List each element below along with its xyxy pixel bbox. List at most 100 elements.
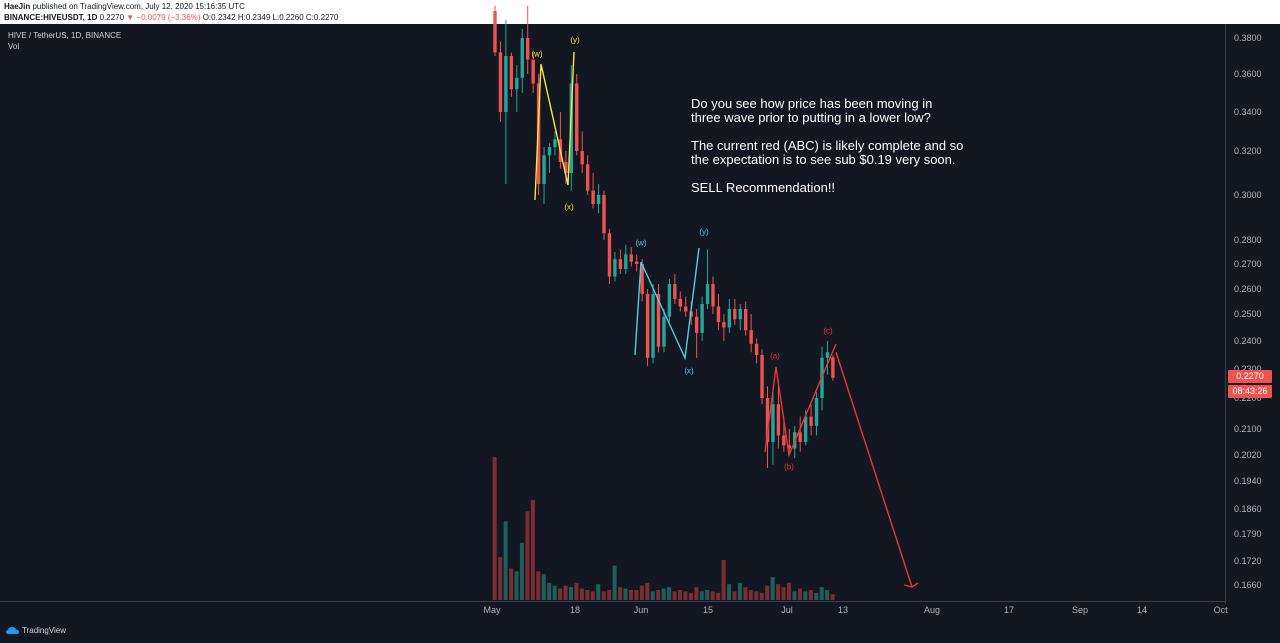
candle-body <box>542 155 546 184</box>
volume-bar <box>519 542 524 600</box>
wave-label-cyan-x: (x) <box>684 366 694 376</box>
projection-arrow-line[interactable] <box>835 351 913 588</box>
candle-body <box>493 11 497 53</box>
price-tick-label: 0.2500 <box>1234 309 1262 319</box>
volume-bar <box>656 589 661 600</box>
candle-body <box>520 38 524 78</box>
candle-body <box>509 56 514 90</box>
candle-body <box>569 83 573 173</box>
price-tick-label: 0.2020 <box>1234 450 1262 460</box>
annotation-line-5: SELL Recommendation!! <box>691 180 836 195</box>
candle-body <box>575 83 579 151</box>
volume-legend: Vol <box>8 42 20 51</box>
wave-label-cyan-y: (y) <box>699 227 709 237</box>
time-tick-label: 17 <box>1003 605 1015 615</box>
time-tick-label: 14 <box>1136 605 1148 615</box>
candle-body <box>629 254 633 262</box>
candle-body <box>645 294 650 358</box>
price-tick-label: 0.2200 <box>1234 393 1262 403</box>
volume-bar <box>563 585 568 600</box>
volume-bar <box>498 557 503 600</box>
price-tick-label: 0.2400 <box>1234 336 1262 346</box>
symbol-legend: HIVE / TetherUS, 1D, BINANCE <box>8 31 122 40</box>
price-tick-label: 0.2100 <box>1234 424 1262 434</box>
volume-bar <box>808 589 813 600</box>
candle-body <box>515 77 519 90</box>
publish-info: published on TradingView.com, July 12, 2… <box>32 2 245 11</box>
author-name: HaeJin <box>4 2 31 11</box>
candle-body <box>526 38 530 60</box>
volume-bar <box>672 591 677 600</box>
volume-bar <box>509 568 514 600</box>
candle-body <box>787 445 791 449</box>
current-price-badge: 0.2270 <box>1228 370 1272 383</box>
candle-body <box>591 190 595 204</box>
candle-body <box>531 59 535 84</box>
candle-body <box>798 432 802 442</box>
candle-body <box>684 306 688 312</box>
candle-body <box>771 404 775 442</box>
volume-bar <box>585 589 590 600</box>
volume-bar <box>765 585 770 600</box>
red-wave-line[interactable] <box>764 343 837 458</box>
volume-bar <box>830 594 835 600</box>
candle-body <box>596 195 601 204</box>
volume-bar <box>650 591 655 600</box>
volume-bar <box>787 582 791 600</box>
candle-body <box>803 416 808 442</box>
price-tick-label: 0.2700 <box>1234 259 1262 269</box>
candle-body <box>640 264 644 294</box>
volume-bar <box>803 591 808 600</box>
candle-body <box>754 343 759 355</box>
candle-body <box>705 284 710 304</box>
volume-bar <box>776 584 781 600</box>
volume-bar <box>574 582 579 600</box>
cyan-wave-line[interactable] <box>634 247 700 361</box>
price-axis[interactable] <box>1225 24 1280 604</box>
candle-body <box>727 309 732 328</box>
volume-bar <box>601 591 606 600</box>
annotation-line-4: the expectation is to see sub $0.19 very… <box>691 152 956 167</box>
yellow-wave-line[interactable] <box>534 51 575 201</box>
volume-bar <box>727 584 732 600</box>
volume-bar <box>683 591 688 600</box>
volume-bar <box>492 457 497 600</box>
volume-bar <box>547 582 552 600</box>
volume-bar <box>716 592 721 600</box>
volume-bar <box>618 587 623 600</box>
volume-bar <box>754 591 759 600</box>
candle-body <box>504 56 508 112</box>
volume-bar <box>743 587 748 600</box>
volume-bar <box>792 591 797 600</box>
price-tick-label: 0.2600 <box>1234 284 1262 294</box>
candle-body <box>760 355 764 398</box>
candles <box>493 5 835 468</box>
candle-body <box>656 294 661 347</box>
annotation-line-1: Do you see how price has been moving in <box>691 96 933 111</box>
volume-bar <box>781 587 786 600</box>
brand-name: TradingView <box>22 626 67 635</box>
annotation-line-3: The current red (ABC) is likely complete… <box>691 138 964 153</box>
volume-bar <box>661 588 666 600</box>
time-axis[interactable] <box>0 601 1225 622</box>
chart-pane[interactable]: HIVE / TetherUS, 1D, BINANCE Vol <box>0 24 1280 621</box>
volume-bar <box>667 587 672 600</box>
volume-bar <box>748 589 753 600</box>
candle-body <box>776 404 781 436</box>
time-tick-label: Oct <box>1213 605 1228 615</box>
wave-label-red-c: (c) <box>823 326 833 336</box>
candle-body <box>814 398 819 426</box>
volume-bar <box>705 589 710 600</box>
candle-body <box>613 259 617 277</box>
candle-body <box>700 304 704 333</box>
tradingview-logo[interactable]: TradingView <box>6 626 66 635</box>
time-tick-label: Sep <box>1071 605 1089 615</box>
candle-body <box>809 416 813 426</box>
volume-bar <box>634 589 639 600</box>
price-tick-label: 0.2300 <box>1234 364 1262 374</box>
time-tick-label: 15 <box>702 605 714 615</box>
volume-bar <box>552 585 557 600</box>
price-change: ▼ −0.0079 (−3.36%) <box>126 13 201 22</box>
candle-body <box>624 254 628 269</box>
